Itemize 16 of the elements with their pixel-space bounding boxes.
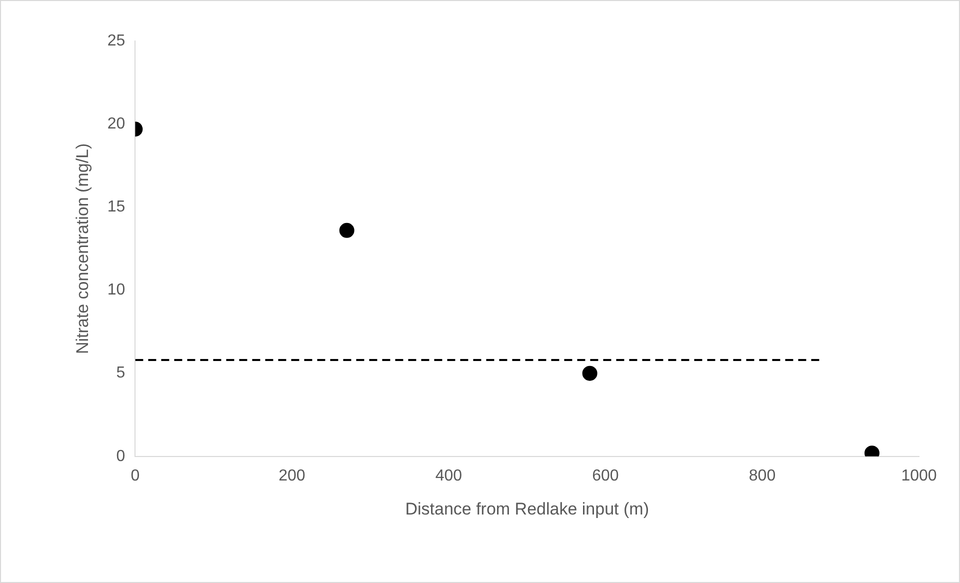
y-tick-label: 10	[107, 282, 126, 299]
point	[582, 366, 598, 381]
y-tick-label: 25	[107, 32, 126, 50]
x-tick-label: 0	[130, 467, 140, 484]
x-tick-label: 400	[435, 467, 462, 484]
x-tick-label: 200	[278, 467, 306, 484]
point	[339, 222, 354, 238]
x-tick-label: 1000	[901, 467, 937, 484]
y-tick-label: 5	[116, 364, 126, 382]
y-tick-label: 20	[107, 115, 126, 132]
x-tick-label: 800	[748, 467, 776, 484]
x-tick-label: 600	[592, 467, 619, 484]
x-axis-title: Distance from Redlake input (m)	[405, 499, 649, 518]
y-axis-title: Nitrate concentration (mg/L)	[72, 143, 92, 354]
y-tick-label: 0	[116, 448, 126, 465]
y-tick-label: 15	[107, 198, 126, 216]
